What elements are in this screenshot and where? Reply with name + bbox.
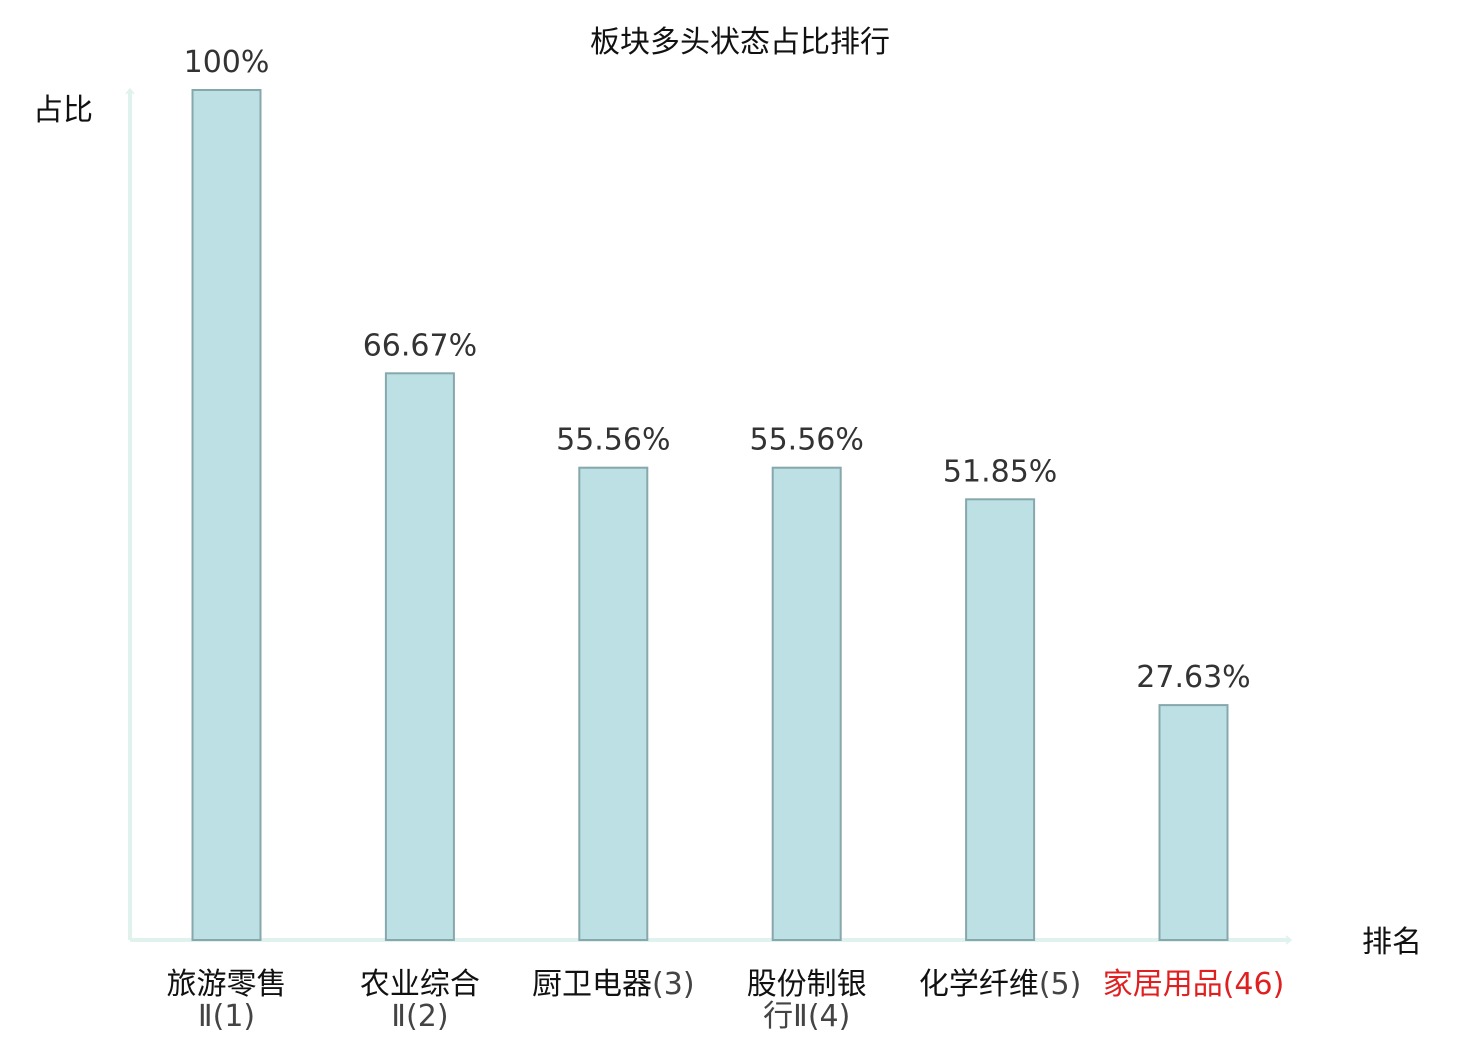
category-label-6: 家居用品(46): [1103, 967, 1285, 1002]
chart-title: 板块多头状态占比排行: [590, 25, 890, 60]
value-label-4: 55.56%: [750, 423, 864, 458]
y-axis-label: 占比: [33, 93, 93, 128]
category-label-5-suffix: (5): [1039, 967, 1082, 1002]
category-label-3-suffix: (3): [652, 967, 695, 1002]
bar-6: [1158, 704, 1229, 941]
value-label-3: 55.56%: [556, 423, 670, 458]
value-label-5: 51.85%: [943, 454, 1057, 489]
category-label-5: 化学纤维(5): [919, 967, 1082, 1002]
value-labels-group: 100% 66.67% 55.56% 55.56% 51.85% 27.63%: [184, 45, 1251, 695]
category-label-3-name: 厨卫电器: [532, 967, 652, 1002]
category-label-1-suffix: Ⅱ(1): [198, 999, 255, 1034]
value-label-1: 100%: [184, 45, 270, 80]
category-label-1-name: 旅游零售: [167, 967, 287, 1002]
category-label-2: 农业综合 Ⅱ(2): [360, 967, 480, 1034]
bars-group: [191, 89, 1229, 941]
category-label-5-name: 化学纤维: [919, 967, 1039, 1002]
bar-2: [384, 372, 455, 941]
category-label-4-name: 股份制银: [747, 967, 867, 1002]
category-label-3: 厨卫电器(3): [532, 967, 695, 1002]
bar-1: [191, 89, 262, 941]
bar-5: [965, 498, 1036, 941]
category-label-6-suffix: (46): [1223, 967, 1285, 1002]
category-labels-group: 旅游零售 Ⅱ(1) 农业综合 Ⅱ(2) 厨卫电器(3) 股份制银行Ⅱ(4) 化学纤维(5) 家…: [167, 967, 1285, 1034]
bar-4: [771, 466, 842, 941]
value-label-6: 27.63%: [1136, 660, 1250, 695]
bar-3: [578, 466, 649, 941]
value-label-2: 66.67%: [363, 328, 477, 363]
category-label-4: 股份制银行Ⅱ(4): [747, 967, 867, 1034]
category-label-1: 旅游零售 Ⅱ(1): [167, 967, 287, 1034]
category-label-6-name: 家居用品: [1103, 967, 1223, 1002]
category-label-2-name: 农业综合: [360, 967, 480, 1002]
category-label-2-suffix: Ⅱ(2): [391, 999, 448, 1034]
category-label-4-suffix: 行Ⅱ(4): [763, 999, 850, 1034]
x-axis-label: 排名: [1362, 925, 1422, 960]
